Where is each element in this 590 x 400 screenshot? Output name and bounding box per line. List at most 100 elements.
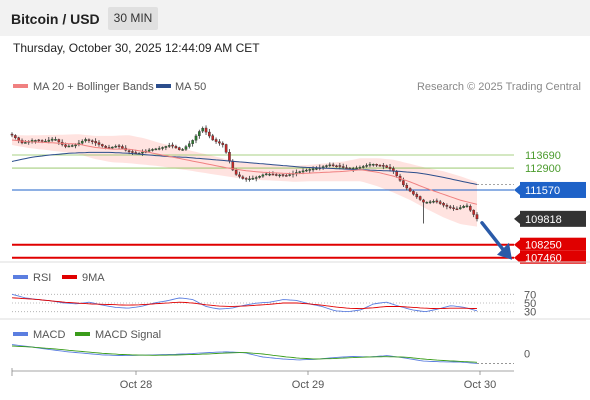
candle-body — [241, 176, 245, 179]
candle-body — [194, 135, 198, 141]
ma50-line — [11, 151, 478, 185]
bollinger-band — [12, 134, 477, 227]
candle-body — [382, 165, 385, 167]
page-title: Bitcoin / USD — [11, 11, 100, 27]
ma20-line — [11, 139, 478, 205]
candle-body — [311, 168, 315, 171]
rsi-tick-label: 50 — [524, 298, 536, 310]
candle-body — [228, 152, 231, 162]
candle-body — [84, 139, 87, 142]
candle-body — [80, 141, 84, 144]
chart-timestamp: Thursday, October 30, 2025 12:44:09 AM C… — [13, 41, 260, 55]
macd-signal-line — [11, 345, 478, 363]
candle-body — [57, 139, 61, 143]
x-tick-label: Oct 30 — [464, 379, 496, 391]
candle-body — [74, 144, 77, 147]
candle-body — [301, 170, 305, 173]
candle-body — [87, 139, 91, 141]
macd-zero-label: 0 — [524, 348, 530, 360]
ma50-legend-label: MA 50 — [175, 81, 206, 93]
candle-body — [221, 142, 225, 145]
candle-body — [425, 202, 429, 204]
candle-body — [335, 165, 338, 168]
candle-body — [91, 140, 94, 142]
x-tick-label: Oct 29 — [292, 379, 324, 391]
candle-body — [465, 205, 469, 208]
candle-body — [278, 174, 281, 177]
candle-body — [248, 178, 251, 181]
candle-body — [432, 201, 435, 203]
candle-body — [355, 167, 358, 170]
candle-body — [405, 185, 409, 189]
candle-body — [395, 171, 398, 176]
candle-body — [208, 131, 211, 137]
candle-body — [402, 180, 405, 186]
candle-body — [37, 139, 41, 142]
support-label-box — [520, 237, 586, 251]
pivot-label-pointer — [514, 184, 520, 195]
candle-body — [328, 164, 332, 167]
ma20-legend-swatch — [13, 84, 28, 88]
candle-body — [452, 207, 455, 209]
rsi-legend: RSI 9MA — [13, 272, 105, 284]
candle-body — [198, 131, 201, 136]
candle-body — [258, 175, 261, 178]
candle-body — [47, 139, 51, 142]
support-label: 108250 — [525, 240, 562, 252]
candle-body — [388, 166, 392, 169]
candle-body — [24, 142, 27, 144]
candle-body — [10, 133, 14, 136]
candle-body — [408, 188, 412, 192]
rsi-tick-label: 70 — [524, 289, 536, 301]
candle-body — [127, 150, 131, 152]
candle-body — [378, 164, 382, 167]
candle-body — [204, 127, 208, 133]
candle-body — [472, 209, 475, 215]
candle-body — [365, 165, 368, 167]
interval-badge[interactable]: 30 MIN — [108, 7, 158, 30]
candle-body — [455, 208, 459, 211]
candle-body — [141, 151, 144, 154]
candle-body — [167, 145, 171, 147]
candle-body — [341, 166, 345, 168]
candle-body — [211, 135, 215, 141]
candle-body — [268, 173, 271, 176]
ma50-legend-swatch — [156, 84, 171, 88]
candle-body — [54, 139, 57, 141]
candle-body — [285, 175, 288, 177]
candle-body — [251, 178, 255, 180]
candle-body — [288, 174, 291, 176]
candle-body — [254, 177, 258, 179]
x-axis: Oct 28 Oct 29 Oct 30 — [11, 368, 514, 391]
candle-body — [438, 201, 442, 204]
candle-body — [94, 141, 97, 144]
candle-body — [97, 142, 101, 145]
candle-body — [181, 149, 184, 151]
candle-body — [174, 146, 178, 149]
candle-body — [338, 165, 342, 167]
macd-line — [11, 344, 478, 364]
candle-body — [117, 145, 121, 147]
candle-body — [171, 144, 174, 147]
candle-body — [238, 174, 241, 177]
macd-signal-legend-swatch — [75, 332, 90, 336]
support-label-box — [520, 250, 586, 264]
macd-legend: MACD MACD Signal — [13, 329, 161, 341]
current-price-label-box — [520, 210, 586, 227]
legend: MA 20 + Bollinger Bands MA 50 Research ©… — [13, 81, 581, 93]
candle-body — [64, 144, 67, 147]
candle-body — [188, 143, 191, 147]
candle-body — [191, 140, 194, 144]
candle-body — [261, 174, 265, 177]
candle-body — [161, 147, 164, 149]
candle-body — [101, 144, 104, 147]
candle-body — [244, 178, 248, 180]
candle-body — [214, 139, 218, 142]
candle-body — [201, 128, 204, 132]
candle-body — [375, 164, 378, 166]
candle-body — [361, 166, 365, 168]
current-price-label: 109818 — [525, 214, 562, 226]
candle-body — [308, 169, 312, 171]
candle-body — [67, 145, 71, 148]
